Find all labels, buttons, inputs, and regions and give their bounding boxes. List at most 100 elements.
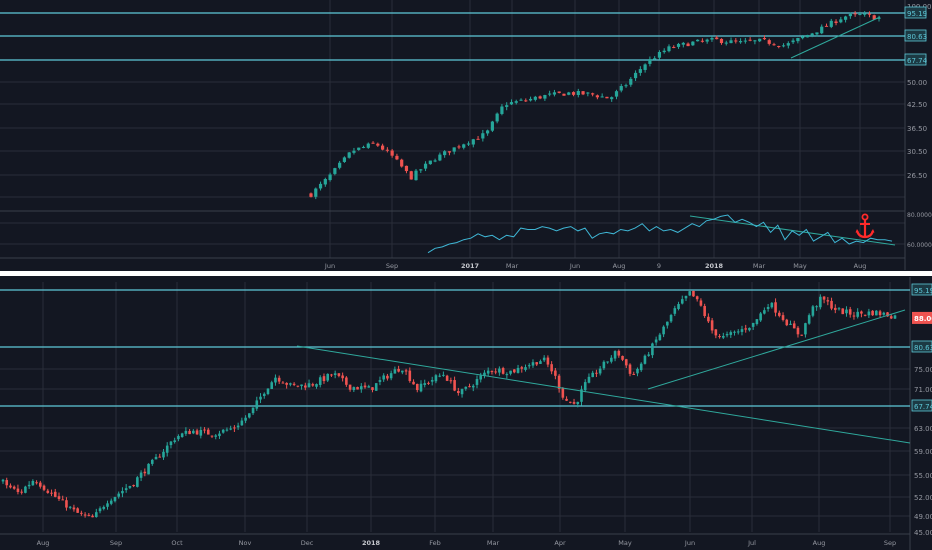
bottom-candle [815, 305, 818, 311]
top-candle [696, 39, 700, 42]
bottom-price-tick: 59.00 [914, 448, 932, 456]
bottom-candle [177, 434, 180, 442]
top-candle [858, 11, 862, 16]
top-price-tick: 26.50 [907, 172, 927, 180]
trendline-1 [296, 345, 911, 444]
top-candle [805, 34, 810, 38]
bottom-candle [180, 432, 184, 438]
bottom-candle [1, 478, 5, 484]
bottom-candle [218, 430, 221, 439]
bottom-candle [248, 413, 251, 419]
top-candle [653, 56, 657, 60]
bottom-candle [837, 307, 841, 311]
bottom-candle [800, 334, 803, 336]
bottom-candle [763, 307, 766, 315]
top-candle [719, 38, 724, 45]
bottom-candle [87, 512, 91, 517]
bottom-candle [292, 382, 296, 387]
bottom-candle [673, 305, 677, 317]
bottom-candle [113, 496, 117, 503]
top-level-label-box [904, 53, 927, 66]
bottom-candle [841, 308, 845, 315]
bottom-time-tick: Feb [429, 539, 441, 547]
bottom-candle [165, 442, 169, 457]
bottom-candle [412, 379, 415, 385]
top-candle [557, 91, 561, 94]
bottom-candle [244, 415, 247, 424]
bottom-candle [662, 325, 665, 338]
bottom-candle [819, 294, 822, 310]
bottom-candle [460, 388, 464, 398]
bottom-candle [542, 355, 546, 362]
bottom-candle [404, 368, 408, 375]
anchor-icon [855, 213, 875, 239]
bottom-candle [647, 351, 650, 357]
top-candle [414, 168, 418, 181]
top-price-tick: 50.00 [907, 79, 927, 87]
bottom-candle [154, 453, 158, 460]
bottom-candle [714, 329, 718, 339]
bottom-candle [117, 491, 120, 499]
bottom-candle [318, 375, 322, 388]
bottom-candle [748, 327, 751, 332]
bottom-candle [169, 440, 173, 449]
top-price-tick: 36.50 [907, 125, 927, 133]
top-candle [600, 93, 604, 98]
bottom-candle [621, 355, 624, 362]
top-candle [586, 92, 590, 97]
top-candle [552, 89, 557, 97]
bottom-candle [341, 372, 344, 382]
bottom-candle [509, 370, 512, 376]
top-candle [605, 96, 609, 99]
bottom-candle [139, 470, 143, 482]
bottom-candle [229, 425, 232, 431]
top-candle [490, 120, 494, 133]
indicator-tick: 80.0000 [907, 212, 932, 219]
top-price-tick: 30.50 [907, 148, 927, 156]
top-candle [466, 141, 471, 146]
top-candle [786, 41, 790, 49]
bottom-candle [132, 484, 135, 488]
bottom-candle [778, 310, 781, 318]
top-candle [729, 37, 733, 44]
bottom-candle [199, 426, 203, 439]
bottom-candle [792, 320, 796, 329]
top-candle [676, 42, 681, 49]
bottom-candle [80, 510, 83, 516]
top-candle [423, 161, 428, 172]
top-candle [438, 152, 442, 162]
top-candle [815, 32, 819, 37]
bottom-candle [501, 366, 505, 375]
bottom-candle [826, 297, 830, 306]
bottom-time-tick: Mar [487, 539, 500, 547]
bottom-level-label: 80.63 [914, 344, 932, 352]
bottom-candle [651, 342, 654, 359]
bottom-candle [539, 359, 542, 365]
top-candle [328, 172, 332, 182]
bottom-candle [68, 505, 72, 510]
bottom-candle [852, 311, 856, 320]
bottom-candle [277, 375, 281, 385]
bottom-candle [102, 505, 106, 511]
bottom-candle [718, 334, 721, 339]
bottom-candle [72, 504, 76, 512]
bottom-candle [367, 384, 371, 388]
bottom-candle [479, 372, 483, 383]
bottom-candle [371, 387, 374, 393]
top-candle [347, 151, 351, 159]
bottom-time-tick: Aug [37, 539, 50, 547]
bottom-candle [576, 401, 580, 408]
top-level-label: 67.74 [907, 57, 928, 65]
top-candle [357, 147, 361, 151]
bottom-candle [236, 422, 240, 430]
bottom-candle [811, 305, 815, 318]
bottom-candle [203, 427, 206, 434]
top-candle [371, 141, 375, 144]
top-candle [772, 42, 776, 46]
top-candle [715, 35, 719, 40]
bottom-candle [527, 363, 531, 369]
top-candle [738, 38, 743, 44]
bottom-time-tick: Oct [171, 539, 183, 547]
bottom-candle [736, 329, 740, 335]
